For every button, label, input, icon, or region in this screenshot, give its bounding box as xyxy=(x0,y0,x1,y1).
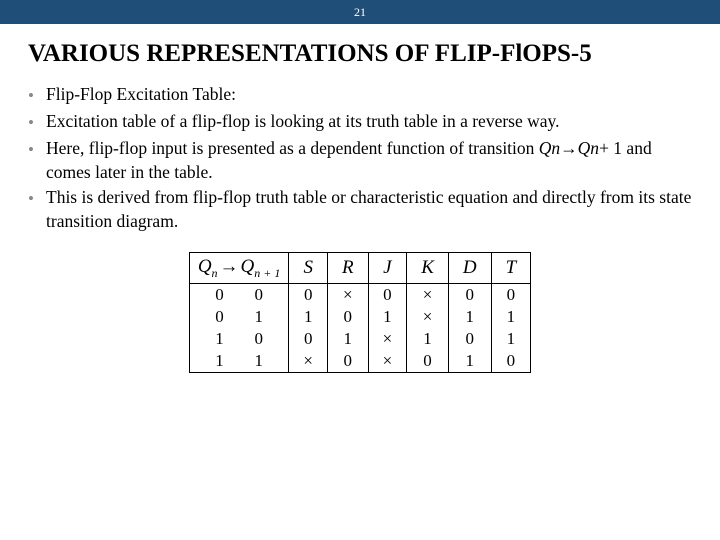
cell-qn1: 0 xyxy=(239,328,289,350)
slide-content: VARIOUS REPRESENTATIONS OF FLIP-FlOPS-5 … xyxy=(0,24,720,373)
cell: 1 xyxy=(448,350,491,373)
table-row: 000×0×00 xyxy=(189,284,530,307)
table-row: 1001×101 xyxy=(189,328,530,350)
table-row: 11×0×010 xyxy=(189,350,530,373)
cell: 0 xyxy=(448,284,491,307)
cell: 0 xyxy=(407,350,449,373)
list-item: • This is derived from flip-flop truth t… xyxy=(28,186,692,233)
list-item: • Excitation table of a flip-flop is loo… xyxy=(28,110,692,135)
cell-qn: 1 xyxy=(189,350,239,373)
cell-qn: 1 xyxy=(189,328,239,350)
page-number: 21 xyxy=(354,5,366,19)
excitation-table: Qn→Qn + 1 S R J K D T 000×0×0001101×1110… xyxy=(189,252,531,374)
slide-title: VARIOUS REPRESENTATIONS OF FLIP-FlOPS-5 xyxy=(28,38,692,69)
cell: 0 xyxy=(448,328,491,350)
cell: 1 xyxy=(448,306,491,328)
table-header-row: Qn→Qn + 1 S R J K D T xyxy=(189,252,530,284)
cell: 0 xyxy=(327,306,368,328)
bullet-text: Here, flip-flop input is presented as a … xyxy=(46,137,692,184)
bullet-list: • Flip-Flop Excitation Table: • Excitati… xyxy=(28,83,692,233)
col-k: K xyxy=(407,252,449,284)
bullet-text: Excitation table of a flip-flop is looki… xyxy=(46,110,692,135)
cell: × xyxy=(368,350,407,373)
cell: 1 xyxy=(289,306,328,328)
col-transition: Qn→Qn + 1 xyxy=(189,252,289,284)
cell: 1 xyxy=(491,328,531,350)
bullet-dot-icon: • xyxy=(28,137,46,184)
cell: × xyxy=(368,328,407,350)
bullet-dot-icon: • xyxy=(28,186,46,233)
bullet-text: Flip-Flop Excitation Table: xyxy=(46,83,692,108)
cell: × xyxy=(289,350,328,373)
cell-qn1: 1 xyxy=(239,306,289,328)
cell: 0 xyxy=(289,328,328,350)
bullet-dot-icon: • xyxy=(28,110,46,135)
cell: × xyxy=(407,306,449,328)
col-r: R xyxy=(327,252,368,284)
cell-qn1: 1 xyxy=(239,350,289,373)
cell-qn: 0 xyxy=(189,284,239,307)
col-j: J xyxy=(368,252,407,284)
col-d: D xyxy=(448,252,491,284)
cell: 0 xyxy=(491,284,531,307)
cell-qn1: 0 xyxy=(239,284,289,307)
cell: 0 xyxy=(491,350,531,373)
bullet-text: This is derived from flip-flop truth tab… xyxy=(46,186,692,233)
excitation-table-wrap: Qn→Qn + 1 S R J K D T 000×0×0001101×1110… xyxy=(28,252,692,374)
col-t: T xyxy=(491,252,531,284)
table-row: 01101×11 xyxy=(189,306,530,328)
slide-number-bar: 21 xyxy=(0,0,720,24)
list-item: • Here, flip-flop input is presented as … xyxy=(28,137,692,184)
cell: 1 xyxy=(491,306,531,328)
cell: 1 xyxy=(407,328,449,350)
cell: 0 xyxy=(368,284,407,307)
cell-qn: 0 xyxy=(189,306,239,328)
cell: 1 xyxy=(368,306,407,328)
cell: × xyxy=(327,284,368,307)
bullet-dot-icon: • xyxy=(28,83,46,108)
cell: 1 xyxy=(327,328,368,350)
list-item: • Flip-Flop Excitation Table: xyxy=(28,83,692,108)
cell: × xyxy=(407,284,449,307)
cell: 0 xyxy=(289,284,328,307)
col-s: S xyxy=(289,252,328,284)
cell: 0 xyxy=(327,350,368,373)
